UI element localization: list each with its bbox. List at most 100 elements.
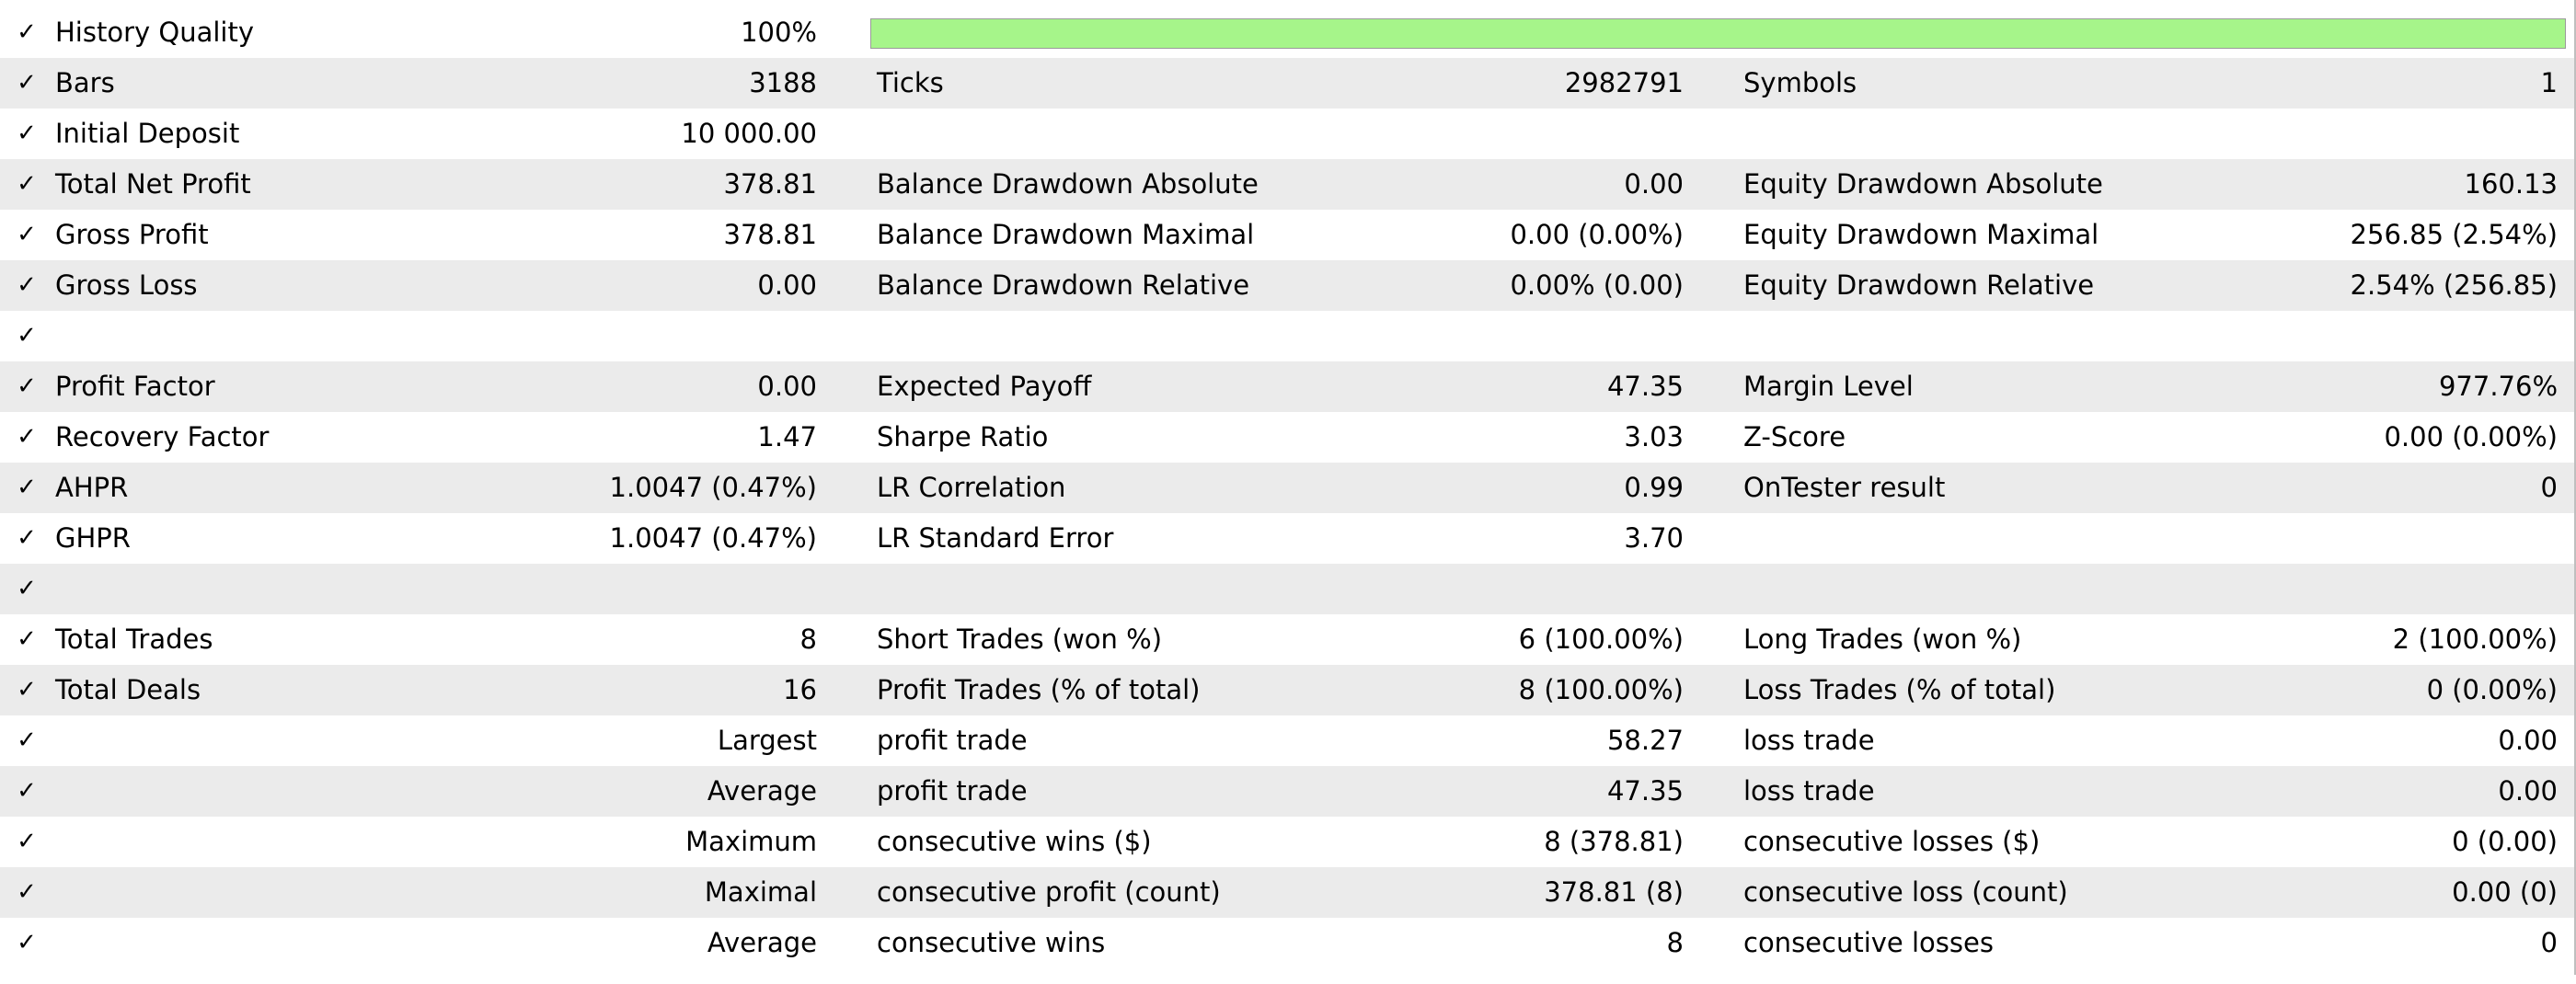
average-loss-label: loss trade <box>1743 775 1875 807</box>
row-initial-deposit: ✓ Initial Deposit 10 000.00 <box>0 109 2574 159</box>
ontester-value: 0 <box>2540 472 2558 503</box>
loss-trades-label: Loss Trades (% of total) <box>1743 674 2056 705</box>
expected-payoff-value: 47.35 <box>1606 371 1684 402</box>
long-trades-value: 2 (100.00%) <box>2392 624 2558 655</box>
check-icon[interactable]: ✓ <box>17 372 37 400</box>
maximum-prefix: Maximum <box>685 826 817 857</box>
total-trades-value: 8 <box>799 624 817 655</box>
recovery-factor-label: Recovery Factor <box>55 421 270 452</box>
check-icon[interactable]: ✓ <box>17 777 37 805</box>
maximum-loss-value: 0 (0.00) <box>2452 826 2558 857</box>
history-quality-bar <box>870 18 2566 49</box>
ahpr-value: 1.0047 (0.47%) <box>609 472 817 503</box>
bars-value: 3188 <box>749 67 817 98</box>
average-loss-value: 0.00 <box>2498 775 2558 807</box>
row-maximum: ✓ Maximum consecutive wins ($) 8 (378.81… <box>0 817 2574 867</box>
average-consec-prefix: Average <box>707 927 817 958</box>
loss-trades-value: 0 (0.00%) <box>2426 674 2558 705</box>
total-net-profit-value: 378.81 <box>723 168 817 200</box>
gross-loss-value: 0.00 <box>757 269 817 301</box>
ghpr-value: 1.0047 (0.47%) <box>609 522 817 554</box>
check-icon[interactable]: ✓ <box>17 828 37 855</box>
largest-loss-value: 0.00 <box>2498 725 2558 756</box>
check-icon[interactable]: ✓ <box>17 423 37 451</box>
initial-deposit-value: 10 000.00 <box>681 118 817 149</box>
margin-level-value: 977.76% <box>2438 371 2558 402</box>
row-separator: ✓ <box>0 311 2574 361</box>
check-icon[interactable]: ✓ <box>17 120 37 147</box>
row-total-net-profit: ✓ Total Net Profit 378.81 Balance Drawdo… <box>0 159 2574 210</box>
row-gross-loss: ✓ Gross Loss 0.00 Balance Drawdown Relat… <box>0 260 2574 311</box>
maximal-prefix: Maximal <box>704 876 817 908</box>
symbols-value: 1 <box>2540 67 2558 98</box>
maximal-loss-value: 0.00 (0) <box>2452 876 2558 908</box>
total-deals-label: Total Deals <box>55 674 201 705</box>
average-consec-profit-label: consecutive wins <box>877 927 1106 958</box>
largest-profit-label: profit trade <box>877 725 1028 756</box>
margin-level-label: Margin Level <box>1743 371 1914 402</box>
check-icon[interactable]: ✓ <box>17 878 37 906</box>
gross-profit-label: Gross Profit <box>55 219 209 250</box>
profit-factor-label: Profit Factor <box>55 371 215 402</box>
largest-prefix: Largest <box>717 725 817 756</box>
maximal-profit-label: consecutive profit (count) <box>877 876 1221 908</box>
row-gross-profit: ✓ Gross Profit 378.81 Balance Drawdown M… <box>0 210 2574 260</box>
row-total-trades: ✓ Total Trades 8 Short Trades (won %) 6 … <box>0 614 2574 665</box>
largest-profit-value: 58.27 <box>1606 725 1684 756</box>
initial-deposit-label: Initial Deposit <box>55 118 240 149</box>
row-recovery-factor: ✓ Recovery Factor 1.47 Sharpe Ratio 3.03… <box>0 412 2574 463</box>
check-icon[interactable]: ✓ <box>17 322 37 349</box>
history-quality-bar-fill <box>871 19 2565 48</box>
check-icon[interactable]: ✓ <box>17 221 37 248</box>
maximal-profit-value: 378.81 (8) <box>1544 876 1684 908</box>
check-icon[interactable]: ✓ <box>17 676 37 704</box>
lr-std-error-value: 3.70 <box>1624 522 1684 554</box>
row-average-consecutive: ✓ Average consecutive wins 8 consecutive… <box>0 918 2574 968</box>
short-trades-label: Short Trades (won %) <box>877 624 1163 655</box>
row-ahpr: ✓ AHPR 1.0047 (0.47%) LR Correlation 0.9… <box>0 463 2574 513</box>
equity-dd-max-value: 256.85 (2.54%) <box>2350 219 2558 250</box>
row-history-quality: ✓ History Quality 100% <box>0 7 2574 58</box>
z-score-label: Z-Score <box>1743 421 1846 452</box>
profit-factor-value: 0.00 <box>757 371 817 402</box>
check-icon[interactable]: ✓ <box>17 575 37 602</box>
check-icon[interactable]: ✓ <box>17 170 37 198</box>
balance-dd-rel-label: Balance Drawdown Relative <box>877 269 1250 301</box>
ticks-label: Ticks <box>877 67 944 98</box>
maximum-profit-value: 8 (378.81) <box>1544 826 1684 857</box>
check-icon[interactable]: ✓ <box>17 474 37 501</box>
equity-dd-abs-value: 160.13 <box>2464 168 2558 200</box>
right-border <box>2574 0 2576 975</box>
ghpr-label: GHPR <box>55 522 131 554</box>
check-icon[interactable]: ✓ <box>17 18 37 46</box>
equity-dd-rel-label: Equity Drawdown Relative <box>1743 269 2095 301</box>
recovery-factor-value: 1.47 <box>757 421 817 452</box>
check-icon[interactable]: ✓ <box>17 69 37 97</box>
row-profit-factor: ✓ Profit Factor 0.00 Expected Payoff 47.… <box>0 361 2574 412</box>
average-consec-loss-value: 0 <box>2540 927 2558 958</box>
history-quality-label: History Quality <box>55 17 255 48</box>
balance-dd-abs-value: 0.00 <box>1624 168 1684 200</box>
balance-dd-rel-value: 0.00% (0.00) <box>1510 269 1684 301</box>
balance-dd-abs-label: Balance Drawdown Absolute <box>877 168 1259 200</box>
check-icon[interactable]: ✓ <box>17 625 37 653</box>
row-total-deals: ✓ Total Deals 16 Profit Trades (% of tot… <box>0 665 2574 715</box>
sharpe-ratio-label: Sharpe Ratio <box>877 421 1049 452</box>
equity-dd-rel-value: 2.54% (256.85) <box>2350 269 2558 301</box>
gross-profit-value: 378.81 <box>723 219 817 250</box>
maximum-loss-label: consecutive losses ($) <box>1743 826 2041 857</box>
row-separator: ✓ <box>0 564 2574 614</box>
check-icon[interactable]: ✓ <box>17 271 37 299</box>
symbols-label: Symbols <box>1743 67 1857 98</box>
average-prefix: Average <box>707 775 817 807</box>
check-icon[interactable]: ✓ <box>17 929 37 956</box>
long-trades-label: Long Trades (won %) <box>1743 624 2022 655</box>
average-consec-profit-value: 8 <box>1666 927 1684 958</box>
lr-std-error-label: LR Standard Error <box>877 522 1114 554</box>
total-deals-value: 16 <box>783 674 817 705</box>
check-icon[interactable]: ✓ <box>17 727 37 754</box>
bars-label: Bars <box>55 67 115 98</box>
ticks-value: 2982791 <box>1564 67 1684 98</box>
check-icon[interactable]: ✓ <box>17 524 37 552</box>
maximal-loss-label: consecutive loss (count) <box>1743 876 2068 908</box>
